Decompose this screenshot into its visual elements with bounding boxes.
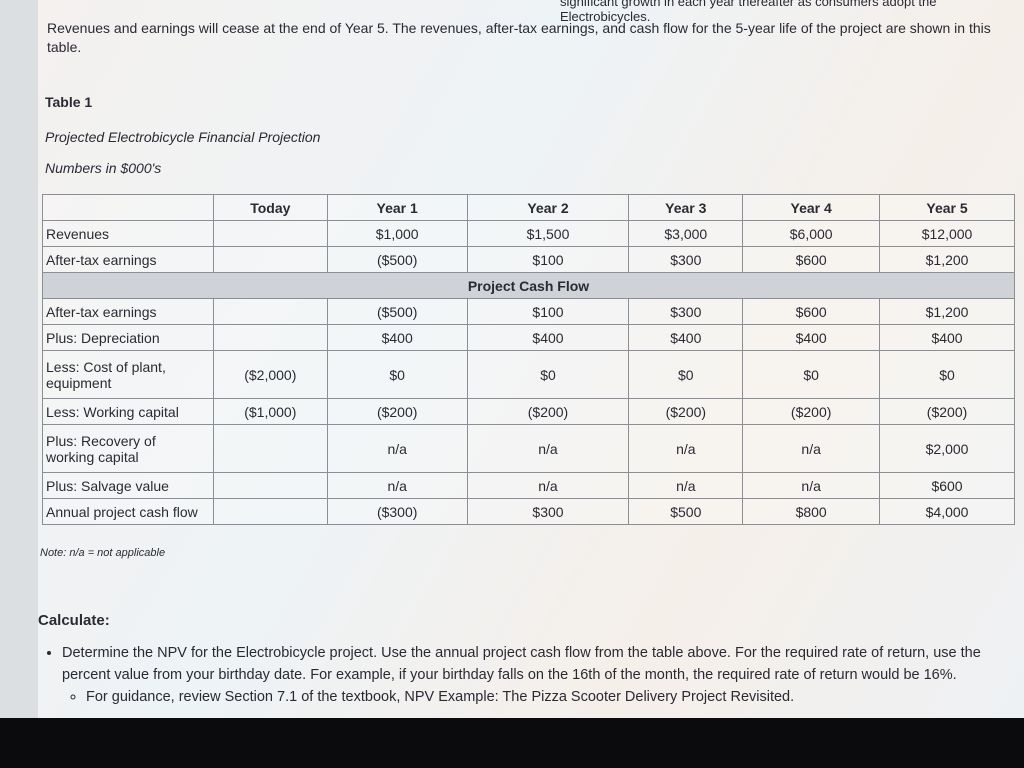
cell: $400 bbox=[466, 324, 630, 351]
cell: Year 3 bbox=[628, 194, 744, 221]
table-note: Note: n/a = not applicable bbox=[40, 547, 166, 559]
cell bbox=[212, 298, 328, 325]
row-label: Less: Working capital bbox=[42, 398, 214, 425]
section-row: Project Cash Flow bbox=[42, 272, 1015, 299]
bullet-text: Determine the NPV for the Electrobicycle… bbox=[62, 645, 981, 683]
cell: ($200) bbox=[326, 398, 468, 425]
row-label: Plus: Recovery of working capital bbox=[42, 424, 214, 473]
table-row: Less: Cost of plant, equipment ($2,000) $0… bbox=[42, 350, 1015, 399]
cell: n/a bbox=[466, 424, 630, 473]
cell: $800 bbox=[742, 498, 881, 525]
cell bbox=[212, 324, 328, 351]
cell: n/a bbox=[742, 424, 881, 473]
cell: $0 bbox=[742, 350, 881, 399]
cell bbox=[212, 472, 328, 499]
cell: ($2,000) bbox=[212, 350, 328, 399]
table-row: Today Year 1 Year 2 Year 3 Year 4 Year 5 bbox=[42, 194, 1015, 221]
screen-bezel bbox=[0, 718, 1024, 768]
table-row: Plus: Recovery of working capital n/a n/a n… bbox=[42, 424, 1015, 473]
calculate-heading: Calculate: bbox=[38, 612, 110, 629]
cell: $0 bbox=[628, 350, 744, 399]
cell: $3,000 bbox=[628, 220, 744, 247]
row-label: Less: Cost of plant, equipment bbox=[42, 350, 214, 399]
cell: n/a bbox=[628, 472, 744, 499]
calculate-list: Determine the NPV for the Electrobicycle… bbox=[22, 642, 1022, 708]
table-row: Plus: Depreciation $400 $400 $400 $400 $400 bbox=[42, 324, 1015, 351]
cell: ($300) bbox=[326, 498, 468, 525]
financial-table: Today Year 1 Year 2 Year 3 Year 4 Year 5 Reven… bbox=[42, 194, 1015, 525]
cell: $100 bbox=[466, 246, 630, 273]
cell: $500 bbox=[628, 498, 744, 525]
cell: ($200) bbox=[628, 398, 744, 425]
table-row: Less: Working capital ($1,000) ($200) ($200… bbox=[42, 398, 1015, 425]
cell: $300 bbox=[628, 298, 744, 325]
section-title: Project Cash Flow bbox=[42, 272, 1015, 299]
cell: ($200) bbox=[466, 398, 630, 425]
cell: Year 2 bbox=[466, 194, 630, 221]
cell: ($500) bbox=[326, 246, 468, 273]
cell: $0 bbox=[466, 350, 630, 399]
cell: $300 bbox=[628, 246, 744, 273]
row-label: After-tax earnings bbox=[42, 298, 214, 325]
cell: $4,000 bbox=[879, 498, 1015, 525]
cell: n/a bbox=[628, 424, 744, 473]
cell bbox=[212, 424, 328, 473]
table-row: Annual project cash flow ($300) $300 $500 $8… bbox=[42, 498, 1015, 525]
cell: $100 bbox=[466, 298, 630, 325]
cell: $400 bbox=[742, 324, 881, 351]
table-units: Numbers in $000's bbox=[45, 160, 162, 176]
cell: $0 bbox=[326, 350, 468, 399]
cell: n/a bbox=[466, 472, 630, 499]
row-label: After-tax earnings bbox=[42, 246, 214, 273]
cell: Year 4 bbox=[742, 194, 881, 221]
cell: n/a bbox=[326, 472, 468, 499]
table-row: Plus: Salvage value n/a n/a n/a n/a $600 bbox=[42, 472, 1015, 499]
cell: Today bbox=[212, 194, 328, 221]
cell: $12,000 bbox=[879, 220, 1015, 247]
row-label: Revenues bbox=[42, 220, 214, 247]
sub-bullet: For guidance, review Section 7.1 of the … bbox=[86, 686, 1022, 708]
table-row: After-tax earnings ($500) $100 $300 $600 $1,2… bbox=[42, 298, 1015, 325]
cell: $0 bbox=[879, 350, 1015, 399]
cell: Year 1 bbox=[326, 194, 468, 221]
table-label: Table 1 bbox=[45, 94, 93, 110]
cell: $600 bbox=[879, 472, 1015, 499]
cell: $600 bbox=[742, 246, 881, 273]
cell bbox=[212, 246, 328, 273]
table-row: After-tax earnings ($500) $100 $300 $600 $1,2… bbox=[42, 246, 1015, 273]
cell: $1,000 bbox=[326, 220, 468, 247]
cell: ($1,000) bbox=[212, 398, 328, 425]
cell bbox=[212, 498, 328, 525]
row-label bbox=[42, 194, 214, 221]
sub-bullet-text: For guidance, review Section 7.1 of the … bbox=[86, 689, 795, 705]
cell: n/a bbox=[742, 472, 881, 499]
bullet: Determine the NPV for the Electrobicycle… bbox=[62, 642, 1022, 708]
cell: $400 bbox=[879, 324, 1015, 351]
cell: Year 5 bbox=[879, 194, 1015, 221]
cell: n/a bbox=[326, 424, 468, 473]
row-label: Annual project cash flow bbox=[42, 498, 214, 525]
cell: ($200) bbox=[742, 398, 881, 425]
cell: $600 bbox=[742, 298, 881, 325]
cell bbox=[212, 220, 328, 247]
table-row: Revenues $1,000 $1,500 $3,000 $6,000 $12,000 bbox=[42, 220, 1015, 247]
cell: $2,000 bbox=[879, 424, 1015, 473]
cell: $6,000 bbox=[742, 220, 881, 247]
cell: $400 bbox=[326, 324, 468, 351]
intro-paragraph: Revenues and earnings will cease at the … bbox=[47, 20, 991, 55]
left-strip bbox=[0, 0, 38, 718]
cell: ($200) bbox=[879, 398, 1015, 425]
intro-lead: significant growth in each year thereaft… bbox=[560, 0, 937, 24]
row-label: Plus: Salvage value bbox=[42, 472, 214, 499]
cell: $1,200 bbox=[879, 298, 1015, 325]
table-caption: Projected Electrobicycle Financial Proje… bbox=[45, 129, 321, 145]
cell: ($500) bbox=[326, 298, 468, 325]
cell: $1,200 bbox=[879, 246, 1015, 273]
row-label: Plus: Depreciation bbox=[42, 324, 214, 351]
cell: $300 bbox=[466, 498, 630, 525]
cell: $1,500 bbox=[466, 220, 630, 247]
cell: $400 bbox=[628, 324, 744, 351]
